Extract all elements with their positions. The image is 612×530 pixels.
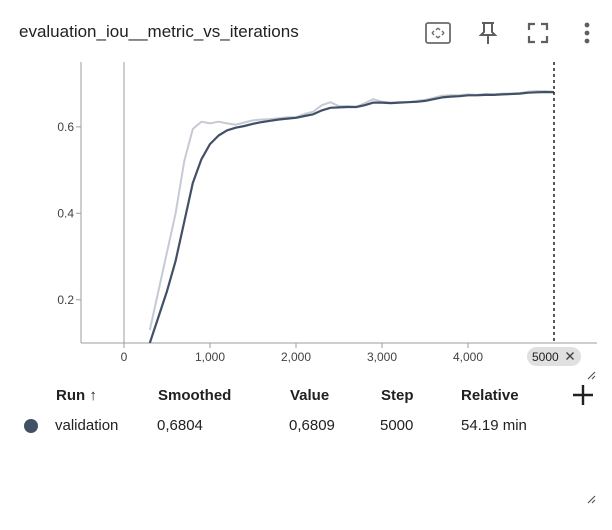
x-tick-label: 2,000 bbox=[281, 350, 311, 364]
add-column-icon[interactable] bbox=[570, 382, 596, 408]
fullscreen-button[interactable] bbox=[525, 20, 551, 46]
fit-domain-button[interactable] bbox=[425, 20, 451, 46]
more-vert-icon bbox=[584, 22, 590, 44]
step-cell: 5000 bbox=[380, 417, 414, 434]
resize-handle-icon[interactable] bbox=[586, 370, 596, 380]
smoothed-value-cell: 0,6804 bbox=[157, 417, 203, 434]
resize-handle-icon[interactable] bbox=[586, 494, 596, 504]
hover-step-chip[interactable] bbox=[527, 347, 581, 366]
close-icon[interactable] bbox=[566, 352, 574, 360]
run-color-swatch bbox=[24, 419, 38, 433]
value-cell: 0,6809 bbox=[289, 417, 335, 434]
run-column-header[interactable]: Run ↑ bbox=[56, 387, 97, 404]
hover-step-label: 5000 bbox=[532, 350, 559, 364]
x-tick-label: 4,000 bbox=[453, 350, 483, 364]
pin-button[interactable] bbox=[475, 20, 501, 46]
fit-domain-icon bbox=[425, 22, 451, 44]
fullscreen-icon bbox=[527, 22, 549, 44]
relative-column-header[interactable]: Relative bbox=[461, 387, 519, 404]
more-options-button[interactable] bbox=[574, 20, 600, 46]
relative-time-cell: 54.19 min bbox=[461, 417, 527, 434]
line-chart[interactable]: 0 1,000 2,000 3,000 4,000 0.2 0.4 0.6 5000 bbox=[0, 0, 612, 380]
chart-title: evaluation_iou__metric_vs_iterations bbox=[19, 22, 299, 41]
x-tick-label: 3,000 bbox=[367, 350, 397, 364]
y-tick-label: 0.4 bbox=[57, 206, 74, 220]
smoothed-column-header[interactable]: Smoothed bbox=[158, 387, 232, 404]
pin-icon bbox=[478, 22, 498, 44]
y-tick-label: 0.6 bbox=[57, 120, 74, 134]
y-tick-label: 0.2 bbox=[57, 293, 74, 307]
x-tick-label: 0 bbox=[121, 350, 128, 364]
step-column-header[interactable]: Step bbox=[381, 387, 414, 404]
raw-series-line[interactable] bbox=[148, 90, 555, 331]
value-column-header[interactable]: Value bbox=[290, 387, 330, 404]
run-name-cell: validation bbox=[55, 417, 119, 434]
x-tick-label: 1,000 bbox=[195, 350, 225, 364]
smoothed-series-line[interactable] bbox=[148, 90, 555, 343]
